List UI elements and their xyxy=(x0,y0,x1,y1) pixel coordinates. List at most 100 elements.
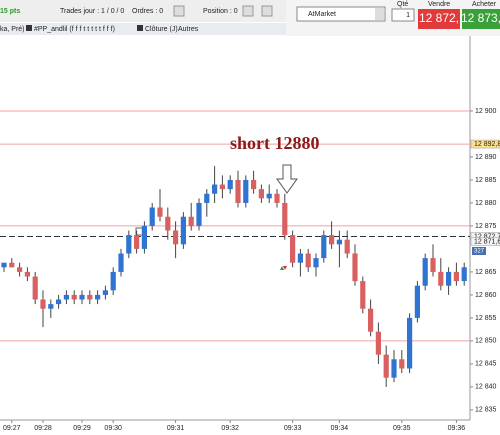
candle-body xyxy=(95,294,101,300)
candle-body xyxy=(204,193,210,203)
candle-body xyxy=(438,271,444,286)
x-tick-label: 09:34 xyxy=(331,425,349,432)
candle-body xyxy=(40,299,46,309)
candle-body xyxy=(87,294,93,300)
y-tick-label: 12 865 xyxy=(475,269,497,276)
candle-body xyxy=(391,359,397,378)
candle-body xyxy=(196,202,202,226)
candle-body xyxy=(360,281,366,309)
buy-price: 12 873, xyxy=(461,11,500,25)
candle-body xyxy=(446,271,452,286)
orders-button[interactable] xyxy=(173,5,185,17)
candle-body xyxy=(110,271,116,291)
candle-body xyxy=(235,179,241,203)
position: Position : 0 xyxy=(203,8,238,15)
candle-body xyxy=(258,189,264,199)
select-arrow xyxy=(375,8,384,20)
x-tick-label: 09:30 xyxy=(104,425,122,432)
price-marker-label: 12 871,6 xyxy=(474,238,500,245)
sell-button[interactable] xyxy=(418,9,460,29)
annotation: short 12880 xyxy=(230,133,320,153)
candle-body xyxy=(180,216,186,245)
candle-body xyxy=(79,294,85,300)
candle-body xyxy=(188,216,194,226)
candle-body xyxy=(251,179,257,190)
candle-body xyxy=(9,262,15,268)
candle-body xyxy=(219,184,225,190)
candle-body xyxy=(453,271,459,282)
candle-body xyxy=(368,308,374,332)
candle-body xyxy=(118,253,124,272)
candle-body xyxy=(383,354,389,378)
candle-body xyxy=(375,331,381,355)
candle-body xyxy=(1,262,7,268)
trade-arrow xyxy=(280,266,284,270)
candle-body xyxy=(134,235,140,249)
x-tick-label: 09:35 xyxy=(393,425,411,432)
orders: Ordres : 0 xyxy=(132,8,163,15)
candle-body xyxy=(24,271,30,277)
candle-body xyxy=(243,179,249,203)
candle-body xyxy=(399,359,405,369)
candle-body xyxy=(321,235,327,259)
price-marker-label: 12 892,8 xyxy=(474,141,500,148)
candle-body xyxy=(126,235,132,254)
candle-body xyxy=(227,179,233,190)
buy-button[interactable] xyxy=(462,9,500,29)
candle-body xyxy=(282,202,288,236)
tab[interactable]: Autres xyxy=(178,26,199,33)
candle-body xyxy=(290,235,296,263)
candle-body xyxy=(352,253,358,282)
x-tick-label: 09:33 xyxy=(284,425,302,432)
position-button[interactable] xyxy=(242,5,254,17)
candle-body xyxy=(165,216,171,231)
trade-arrow xyxy=(283,266,287,270)
candle-body xyxy=(212,184,218,194)
tab[interactable]: Clôture (J) xyxy=(145,26,178,33)
candle-body xyxy=(414,285,420,318)
sell-label: Vendre xyxy=(428,1,450,8)
short-arrow xyxy=(276,164,298,194)
candle-body xyxy=(407,317,413,369)
candle-body xyxy=(32,276,38,300)
candle-body xyxy=(173,230,179,245)
candle-body xyxy=(149,207,155,226)
candle-body xyxy=(297,253,303,263)
order-type: AtMarket xyxy=(308,11,336,18)
y-tick-label: 12 885 xyxy=(475,177,497,184)
x-tick-label: 09:36 xyxy=(448,425,466,432)
tab-icon xyxy=(137,25,143,31)
x-tick-label: 09:31 xyxy=(167,425,185,432)
candle-body xyxy=(329,235,335,245)
sell-price: 12 872, xyxy=(419,11,459,25)
y-tick-label: 12 875 xyxy=(475,223,497,230)
tab[interactable]: #PP_andlil (f f f t t t t t f f f) xyxy=(34,26,115,33)
qty-input[interactable] xyxy=(391,8,415,22)
candle-body xyxy=(63,294,69,300)
points: 15 pts xyxy=(0,8,20,15)
candle-body xyxy=(71,294,77,300)
candle-body xyxy=(336,239,342,245)
y-tick-label: 12 850 xyxy=(475,338,497,345)
y-tick-label: 12 835 xyxy=(475,407,497,414)
tab[interactable]: ka, Pré) xyxy=(0,26,25,33)
candle-body xyxy=(157,207,163,217)
y-tick-label: 12 845 xyxy=(475,361,497,368)
candle-body xyxy=(422,258,428,286)
buy-label: Acheter xyxy=(472,1,497,8)
tool-button[interactable] xyxy=(261,5,273,17)
price-marker-label: 12 872,7 xyxy=(474,233,500,240)
x-tick-label: 09:28 xyxy=(34,425,52,432)
candle-body xyxy=(48,304,54,309)
candle-body xyxy=(313,258,319,268)
countdown: 327 xyxy=(474,249,485,255)
candle-body xyxy=(461,267,467,282)
y-tick-label: 12 880 xyxy=(475,200,497,207)
candle-body xyxy=(305,253,311,268)
x-tick-label: 09:29 xyxy=(73,425,91,432)
countdown-box xyxy=(472,247,486,255)
qty: 1 xyxy=(406,12,410,19)
y-tick-label: 12 855 xyxy=(475,315,497,322)
order-type-select[interactable] xyxy=(296,6,386,22)
y-tick-label: 12 900 xyxy=(475,108,497,115)
